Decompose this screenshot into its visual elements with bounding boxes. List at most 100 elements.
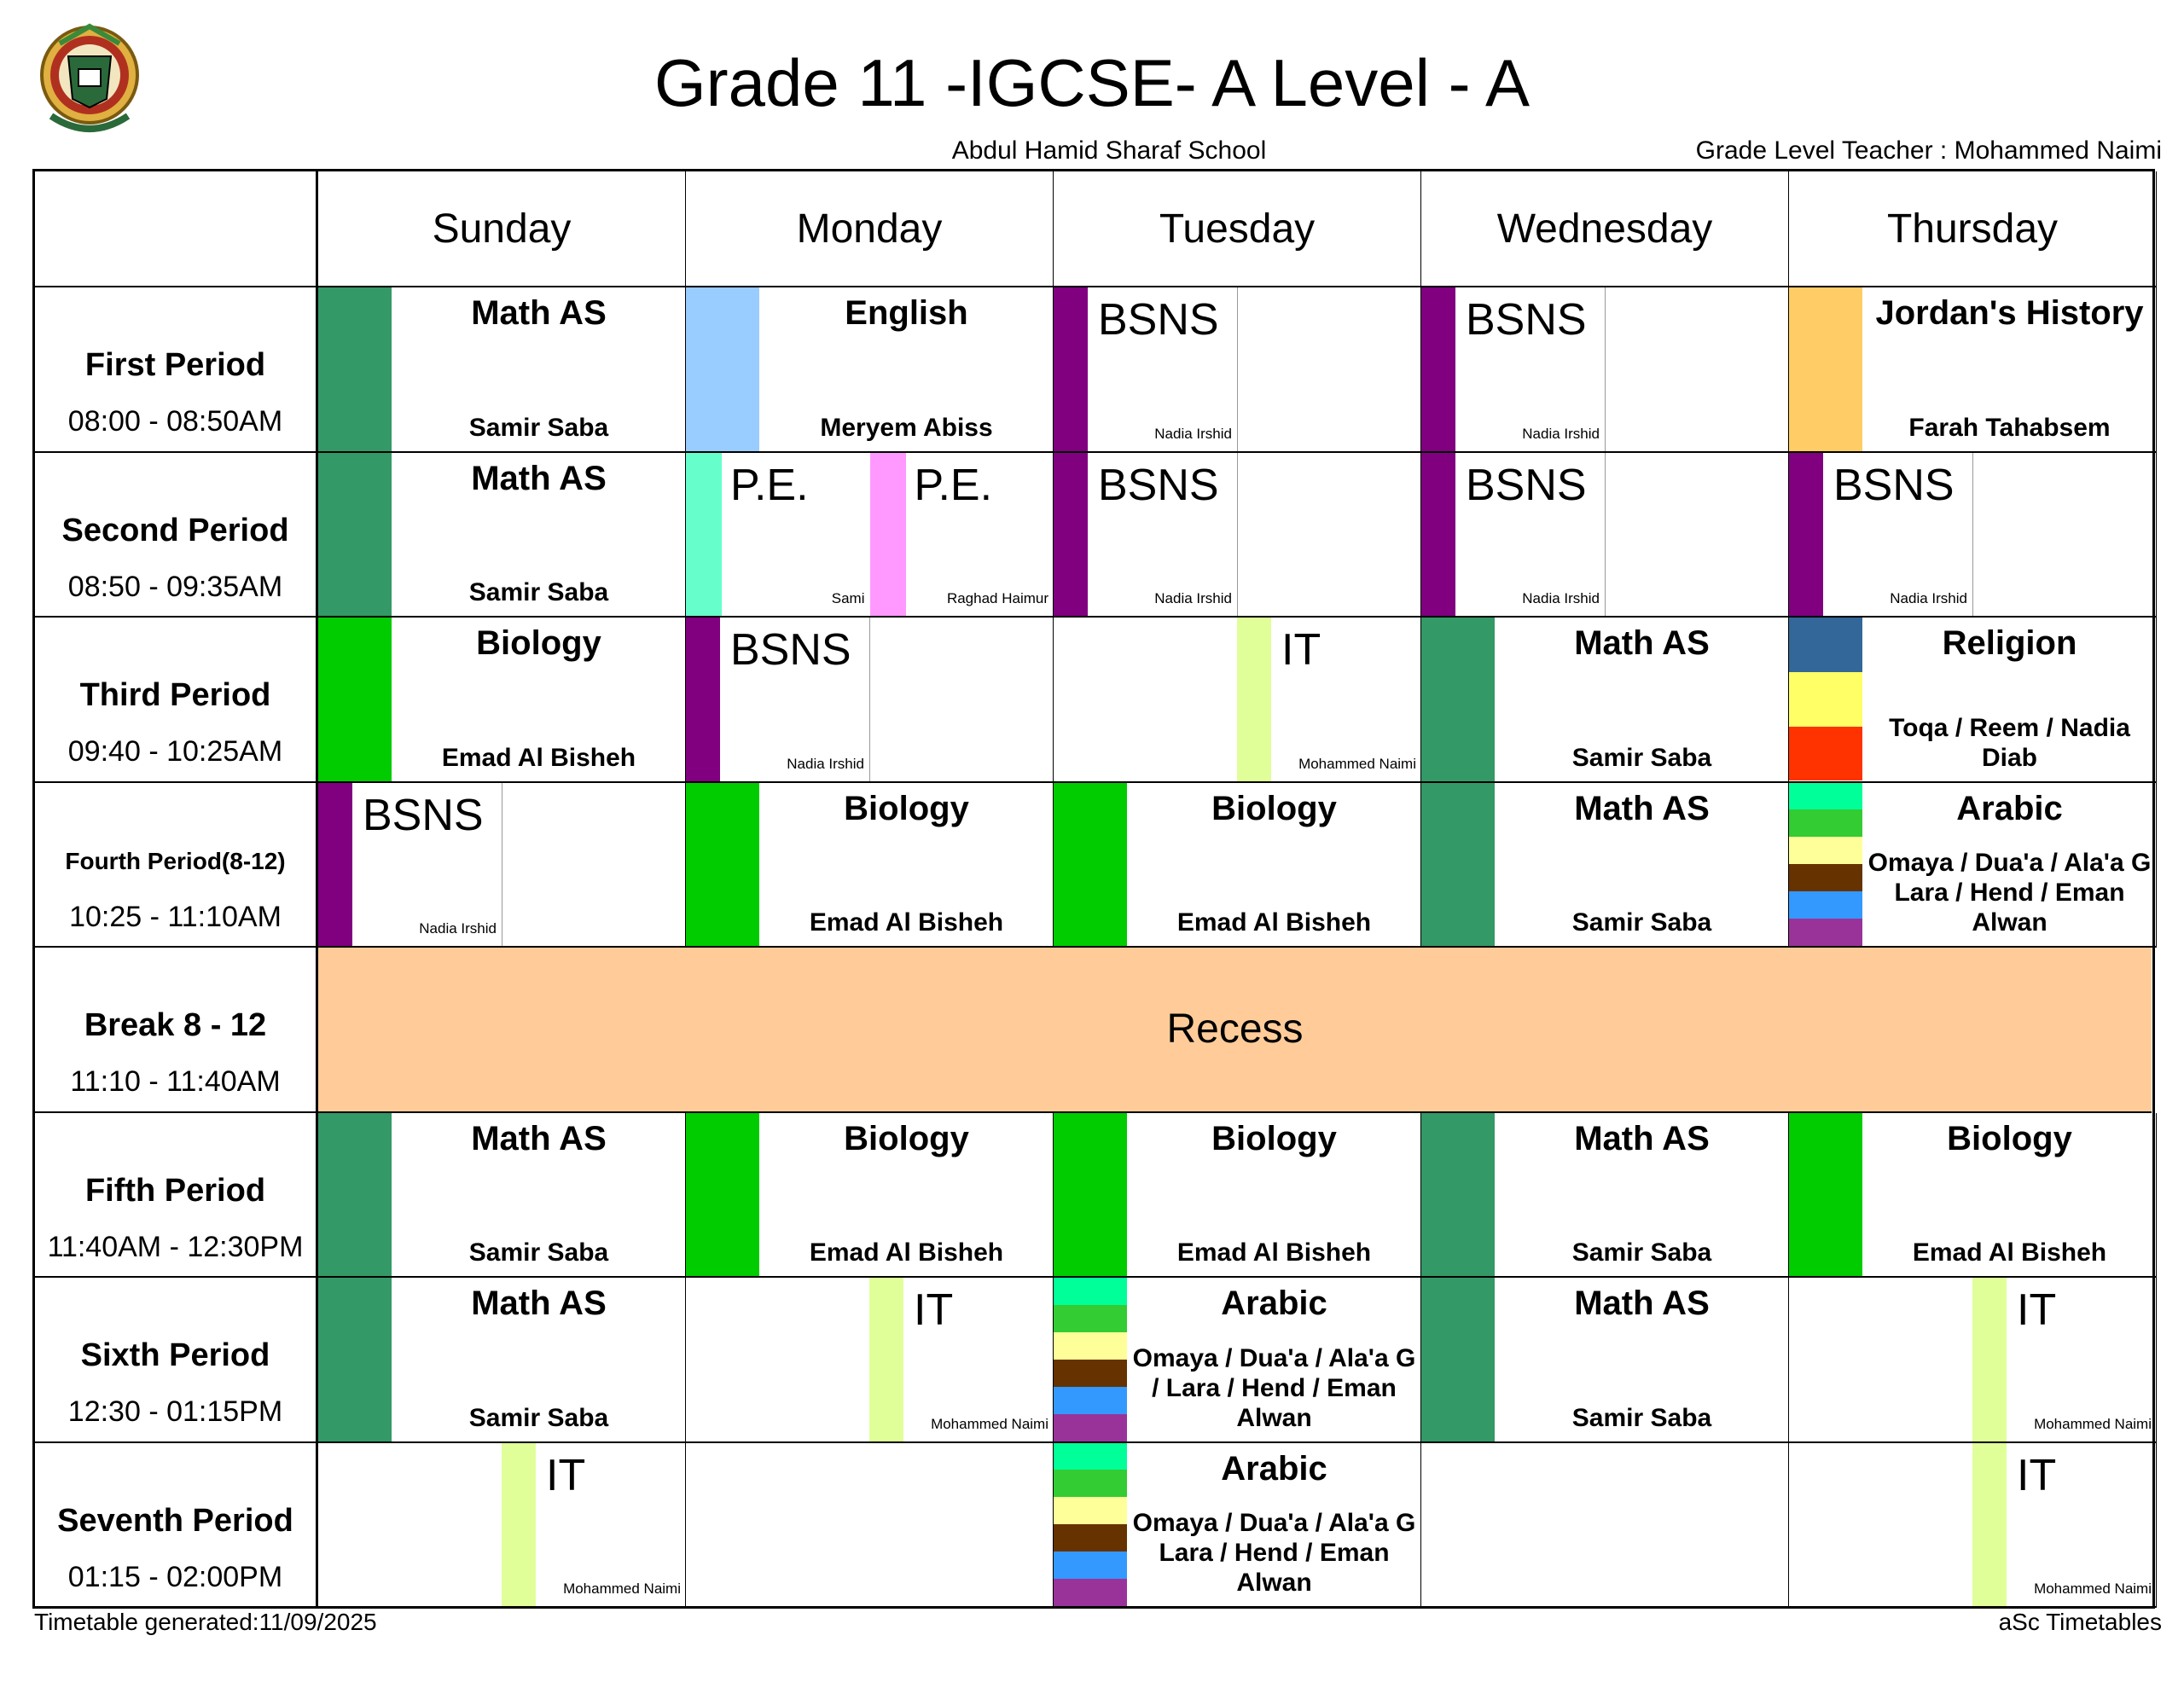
lesson-teacher: Nadia Irshid xyxy=(787,755,864,772)
subject-color-strip xyxy=(686,1112,759,1276)
subject-color-strip xyxy=(318,1112,392,1276)
period-time: 08:00 - 08:50AM xyxy=(67,405,283,438)
subject-color-strip xyxy=(318,618,392,781)
lesson-subject: IT xyxy=(914,1285,954,1335)
subject-color-strip xyxy=(686,782,759,946)
lesson-teacher: Meryem Abiss xyxy=(820,413,993,442)
lesson-card: Arabic Omaya / Dua'a / Ala'a G Lara / Hen… xyxy=(1054,1442,1420,1607)
lesson-box: IT Mohammed Naimi xyxy=(1972,1442,2156,1606)
timetable-cell: BSNS Nadia Irshid xyxy=(1789,452,2157,618)
timetable-cell: Biology Emad Al Bisheh xyxy=(1054,782,1421,948)
lesson-card: Biology Emad Al Bisheh xyxy=(1054,1112,1420,1276)
lesson-box: BSNS Nadia Irshid xyxy=(686,618,870,781)
lesson-card: Biology Emad Al Bisheh xyxy=(686,782,1053,946)
subject-color-strip xyxy=(318,1278,392,1441)
color-band xyxy=(1789,891,1862,919)
lesson-card: BSNS Nadia Irshid xyxy=(318,782,685,946)
timetable-cell: English Meryem Abiss xyxy=(686,287,1054,453)
grade-level-teacher: Grade Level Teacher : Mohammed Naimi xyxy=(1695,136,2162,165)
timetable-cell: BSNS Nadia Irshid xyxy=(1054,287,1421,453)
color-band xyxy=(1054,1386,1127,1414)
lesson-teacher: Nadia Irshid xyxy=(1154,425,1232,442)
lesson-subject: Math AS xyxy=(1574,789,1710,827)
page-title: Grade 11 -IGCSE- A Level - A xyxy=(653,45,1531,120)
period-name: Second Period xyxy=(61,512,289,548)
lesson-card: Math AS Samir Saba xyxy=(1421,1112,1788,1276)
timetable-cell: IT Mohammed Naimi xyxy=(318,1442,686,1608)
lesson-card: Biology Emad Al Bisheh xyxy=(686,1112,1053,1276)
period-time: 10:25 - 11:10AM xyxy=(69,900,282,933)
period-header: Seventh Period 01:15 - 02:00PM xyxy=(35,1442,318,1608)
lesson-subject: Biology xyxy=(844,1119,969,1157)
lesson-teacher: Sami xyxy=(831,590,865,606)
lesson-subject: Math AS xyxy=(1574,1119,1710,1157)
lesson-teacher: Mohammed Naimi xyxy=(2034,1580,2152,1597)
lesson-teacher: Mohammed Naimi xyxy=(931,1415,1048,1432)
lesson-subject: Math AS xyxy=(471,294,607,332)
lesson-subject: BSNS xyxy=(1098,460,1219,510)
subject-color-strip xyxy=(1054,287,1088,451)
lesson-subject: BSNS xyxy=(363,790,484,840)
lesson-card: IT Mohammed Naimi xyxy=(1789,1278,2156,1441)
lesson-box: BSNS Nadia Irshid xyxy=(1421,452,1606,616)
timetable-cell: Biology Emad Al Bisheh xyxy=(686,1112,1054,1278)
timetable-cell: Biology Emad Al Bisheh xyxy=(686,782,1054,948)
period-name: Third Period xyxy=(79,677,271,713)
period-time: 09:40 - 10:25AM xyxy=(67,735,283,768)
lesson-card: Math AS Samir Saba xyxy=(318,287,685,451)
period-header: Fifth Period 11:40AM - 12:30PM xyxy=(35,1112,318,1278)
lesson-teacher: Samir Saba xyxy=(468,1403,609,1432)
color-band xyxy=(1789,671,1862,727)
lesson-teacher: Nadia Irshid xyxy=(1522,425,1600,442)
subject-color-strip xyxy=(1789,287,1862,451)
lesson-subject: Arabic xyxy=(1221,1449,1327,1488)
lesson-subject: Biology xyxy=(476,624,601,662)
lesson-card: P.E. Sami xyxy=(686,452,870,616)
subject-color-strip xyxy=(318,287,392,451)
color-band xyxy=(1789,726,1862,781)
timetable-cell: Math AS Samir Saba xyxy=(1421,782,1789,948)
timetable-cell: BSNS Nadia Irshid xyxy=(1421,452,1789,618)
lesson-card: Math AS Samir Saba xyxy=(318,1112,685,1276)
timetable-cell: IT Mohammed Naimi xyxy=(686,1278,1054,1443)
subject-color-strip xyxy=(502,1442,536,1606)
timetable-cell: IT Mohammed Naimi xyxy=(1054,618,1421,783)
lesson-subject: BSNS xyxy=(1466,460,1587,510)
school-logo xyxy=(34,22,145,142)
subject-color-strip xyxy=(1237,618,1271,781)
color-band xyxy=(1054,1413,1127,1441)
subject-color-strip xyxy=(686,618,720,781)
timetable-cell: P.E. Sami P.E. Raghad Haimur xyxy=(686,452,1054,618)
timetable-cell xyxy=(686,1442,1054,1608)
lesson-subject: Math AS xyxy=(471,459,607,497)
period-name: Seventh Period xyxy=(57,1502,293,1539)
lesson-card: Jordan's History Farah Tahabsem xyxy=(1789,287,2156,451)
timetable-cell: Math AS Samir Saba xyxy=(1421,618,1789,783)
lesson-subject: IT xyxy=(2017,1285,2057,1335)
recess-block: Recess xyxy=(318,948,2152,1113)
timetable-cell: Math AS Samir Saba xyxy=(318,1278,686,1443)
subject-color-strip xyxy=(1789,1112,1862,1276)
lesson-box: P.E. Sami xyxy=(686,452,870,616)
color-band xyxy=(1054,1278,1127,1305)
footer-brand: aSc Timetables xyxy=(1998,1609,2162,1635)
subject-color-strip xyxy=(1421,1278,1495,1441)
color-band xyxy=(1054,1359,1127,1387)
lesson-card: Math AS Samir Saba xyxy=(1421,782,1788,946)
subject-color-strip xyxy=(1421,782,1495,946)
lesson-subject: Math AS xyxy=(1574,624,1710,662)
lesson-box: IT Mohammed Naimi xyxy=(502,1442,685,1606)
lesson-subject: Biology xyxy=(1211,789,1337,827)
lesson-box: BSNS Nadia Irshid xyxy=(1054,452,1238,616)
lesson-teacher: Samir Saba xyxy=(1571,908,1712,937)
lesson-card: Biology Emad Al Bisheh xyxy=(318,618,685,781)
period-time: 12:30 - 01:15PM xyxy=(67,1395,283,1428)
timetable-cell: Biology Emad Al Bisheh xyxy=(1054,1112,1421,1278)
lesson-card: IT Mohammed Naimi xyxy=(1789,1442,2156,1606)
subject-color-strip xyxy=(1789,618,1862,781)
timetable-cell xyxy=(1421,1442,1789,1608)
lesson-teacher: Emad Al Bisheh xyxy=(1176,1238,1372,1267)
lesson-subject: Arabic xyxy=(1221,1285,1327,1322)
lesson-subject: BSNS xyxy=(730,625,851,675)
period-header: Fourth Period(8-12) 10:25 - 11:10AM xyxy=(35,782,318,948)
